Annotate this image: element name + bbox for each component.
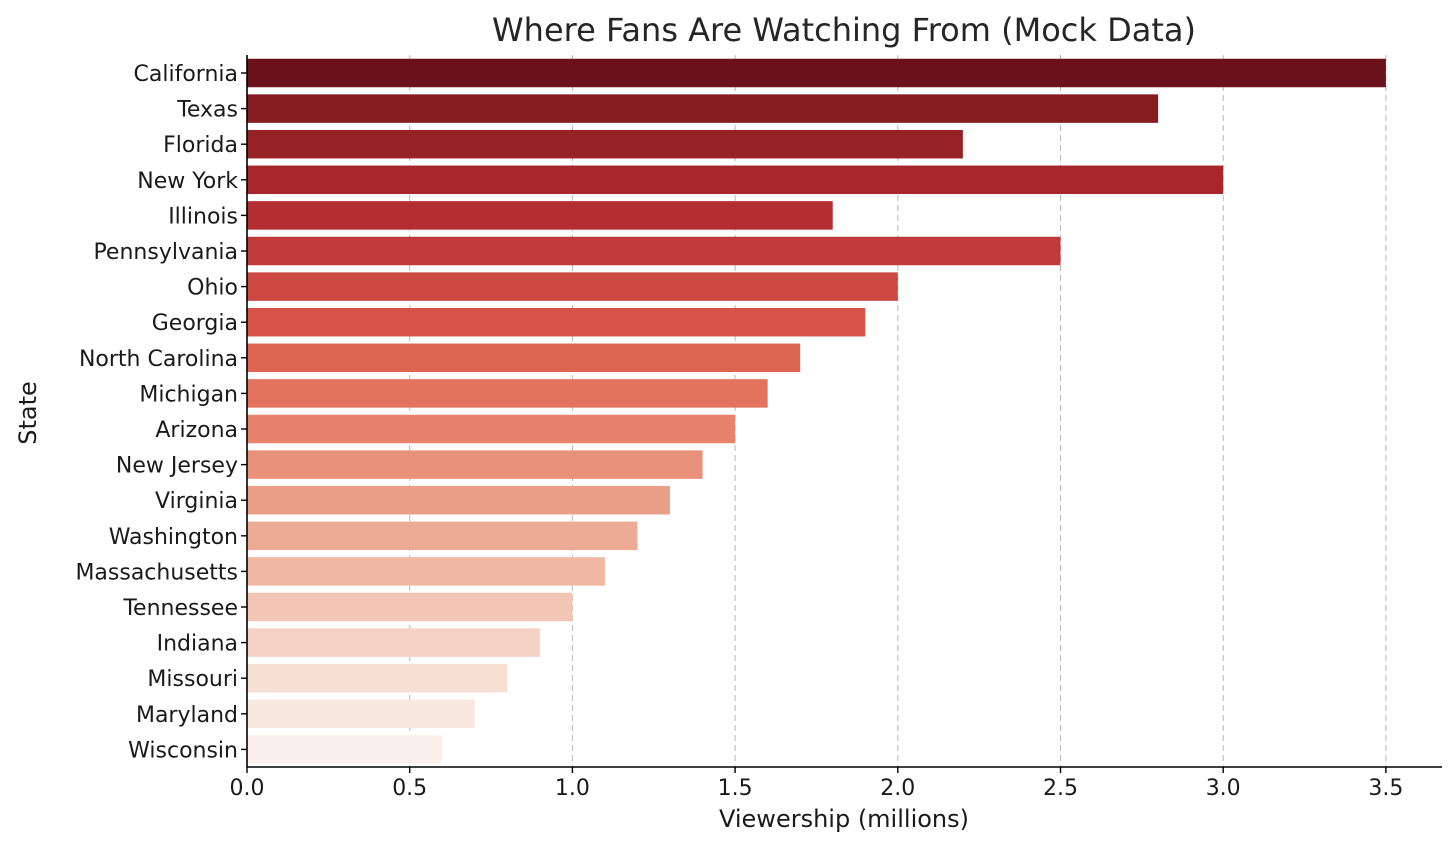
bar (247, 307, 866, 337)
category-label: Arizona (155, 418, 238, 443)
category-label: Illinois (168, 204, 238, 229)
x-tick-label: 1.5 (718, 776, 753, 801)
category-label: New York (137, 169, 238, 194)
bar (247, 592, 573, 622)
bars (247, 58, 1386, 764)
x-tick-label: 0.0 (230, 776, 265, 801)
bar (247, 735, 443, 764)
category-label: New Jersey (116, 454, 238, 479)
bar (247, 628, 540, 657)
bar (247, 94, 1159, 123)
category-label: Massachusetts (75, 560, 238, 585)
bar (247, 414, 736, 444)
axes (246, 55, 1442, 768)
chart-title: Where Fans Are Watching From (Mock Data) (492, 11, 1196, 49)
bar (247, 236, 1061, 266)
bar (247, 272, 898, 301)
category-label: Virginia (155, 489, 238, 514)
category-label: Tennessee (122, 596, 238, 621)
bar (247, 58, 1386, 88)
x-tick-label: 1.0 (555, 776, 590, 801)
bar (247, 201, 833, 230)
x-tick-label: 2.0 (880, 776, 915, 801)
category-label: Ohio (187, 276, 238, 301)
x-ticks: 0.0 0.5 1.0 1.5 2.0 2.5 3.0 3.5 (230, 767, 1403, 801)
y-axis-label: State (14, 381, 42, 445)
bar (247, 343, 801, 373)
grid-lines (409, 55, 1387, 767)
category-label: Georgia (152, 311, 238, 336)
category-label: Maryland (136, 703, 238, 728)
bar (247, 699, 475, 729)
category-label: Michigan (139, 382, 238, 407)
category-label: Florida (163, 133, 238, 158)
x-tick-label: 2.5 (1043, 776, 1078, 801)
category-labels: California Texas Florida New York Illinois Pe… (75, 62, 247, 763)
bar (247, 379, 768, 408)
bar (247, 557, 605, 586)
category-label: Missouri (147, 667, 238, 692)
bar (247, 450, 703, 479)
x-tick-label: 3.5 (1368, 776, 1403, 801)
x-tick-label: 3.0 (1206, 776, 1241, 801)
category-label: Indiana (157, 632, 238, 657)
x-tick-label: 0.5 (392, 776, 427, 801)
bar (247, 165, 1224, 195)
category-label: Pennsylvania (93, 240, 238, 265)
category-label: Washington (109, 525, 238, 550)
category-label: Texas (176, 98, 238, 123)
x-axis-label: Viewership (millions) (719, 805, 969, 833)
bar (247, 521, 638, 551)
bar (247, 485, 671, 515)
category-label: Wisconsin (128, 738, 238, 763)
bar (247, 663, 508, 693)
bar (247, 129, 963, 159)
category-label: North Carolina (79, 347, 238, 372)
category-label: California (134, 62, 238, 87)
